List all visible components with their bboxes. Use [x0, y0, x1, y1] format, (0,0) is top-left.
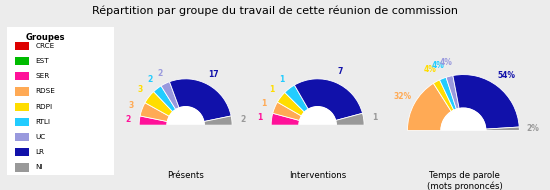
Bar: [15, 103, 29, 111]
Text: 3: 3: [137, 85, 142, 94]
Wedge shape: [140, 103, 169, 122]
Text: LR: LR: [36, 149, 45, 155]
Text: RTLI: RTLI: [36, 119, 51, 125]
Wedge shape: [139, 116, 167, 125]
Bar: [15, 133, 29, 141]
Text: RDPI: RDPI: [36, 104, 53, 110]
Text: 1: 1: [261, 99, 267, 108]
Text: 2%: 2%: [527, 124, 540, 133]
Text: RDSE: RDSE: [36, 88, 56, 94]
Bar: [15, 72, 29, 80]
Text: 4%: 4%: [424, 65, 436, 74]
Text: CRCE: CRCE: [36, 43, 55, 49]
Wedge shape: [408, 83, 452, 131]
Bar: [15, 42, 29, 50]
Wedge shape: [204, 116, 232, 125]
Text: 3: 3: [129, 101, 134, 110]
Text: Temps de parole
(mots prononcés): Temps de parole (mots prononcés): [427, 171, 503, 190]
Text: EST: EST: [36, 58, 49, 64]
Text: 2: 2: [125, 115, 130, 124]
Text: 54%: 54%: [497, 71, 515, 80]
Circle shape: [167, 107, 204, 144]
Bar: [15, 118, 29, 126]
Bar: [15, 163, 29, 172]
Bar: [15, 57, 29, 65]
Circle shape: [299, 107, 336, 144]
Wedge shape: [439, 77, 456, 110]
Wedge shape: [273, 102, 301, 120]
Text: 4%: 4%: [439, 58, 453, 67]
Text: 4%: 4%: [431, 61, 444, 70]
Wedge shape: [153, 86, 176, 112]
Text: Interventions: Interventions: [289, 171, 346, 180]
Text: UC: UC: [36, 134, 46, 140]
Bar: [243, 125, 392, 158]
Bar: [111, 125, 260, 158]
Text: Groupes: Groupes: [26, 33, 65, 42]
Text: Présents: Présents: [167, 171, 205, 180]
Bar: [374, 131, 550, 170]
Wedge shape: [486, 127, 519, 131]
Text: Répartition par groupe du travail de cette réunion de commission: Répartition par groupe du travail de cet…: [92, 6, 458, 16]
Text: 1: 1: [269, 86, 274, 94]
Wedge shape: [145, 92, 173, 116]
Text: 1: 1: [372, 113, 378, 122]
Wedge shape: [446, 76, 459, 109]
Circle shape: [441, 108, 486, 153]
Text: 7: 7: [337, 67, 343, 76]
Wedge shape: [161, 82, 179, 109]
Text: 17: 17: [208, 70, 219, 79]
Wedge shape: [271, 113, 300, 125]
Text: SER: SER: [36, 73, 50, 79]
Bar: [15, 148, 29, 156]
Text: 1: 1: [257, 113, 263, 122]
Text: 32%: 32%: [393, 92, 411, 101]
Wedge shape: [294, 79, 362, 120]
Text: 1: 1: [279, 75, 285, 84]
Wedge shape: [453, 74, 519, 129]
Text: 2: 2: [147, 75, 153, 84]
Wedge shape: [285, 85, 309, 112]
Wedge shape: [336, 113, 364, 125]
Text: 2: 2: [157, 69, 163, 78]
Text: NI: NI: [36, 164, 43, 170]
Bar: [15, 87, 29, 96]
Wedge shape: [169, 79, 231, 122]
FancyBboxPatch shape: [2, 21, 118, 181]
Wedge shape: [277, 93, 305, 116]
Wedge shape: [433, 80, 454, 112]
Text: 2: 2: [241, 115, 246, 124]
